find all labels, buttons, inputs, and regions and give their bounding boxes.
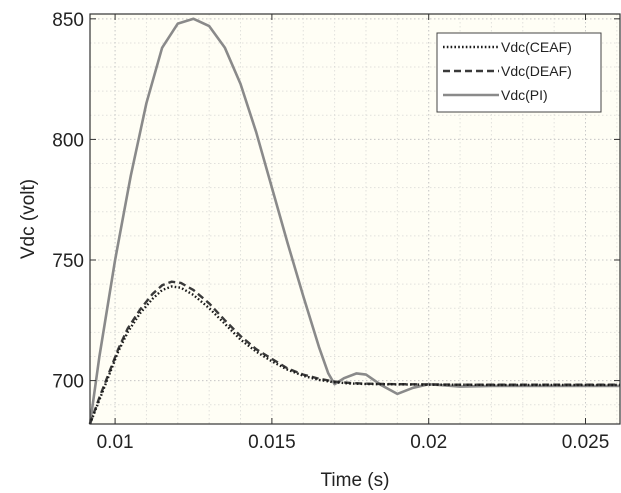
y-tick-label: 850 bbox=[52, 10, 84, 31]
legend-label: Vdc(DEAF) bbox=[501, 63, 572, 79]
legend-label: Vdc(CEAF) bbox=[501, 39, 572, 55]
y-axis-label: Vdc (volt) bbox=[18, 179, 39, 259]
x-tick-label: 0.015 bbox=[248, 432, 296, 453]
major-grid bbox=[90, 14, 620, 424]
plot-frame bbox=[89, 13, 621, 425]
legend-box bbox=[436, 32, 602, 113]
series-layer bbox=[88, 17, 620, 425]
legend-label: Vdc(PI) bbox=[501, 87, 548, 103]
series-line-vdc-ceaf bbox=[88, 285, 620, 425]
x-tick-label: 0.025 bbox=[562, 432, 610, 453]
legend: Vdc(CEAF) Vdc(DEAF) Vdc(PI) bbox=[436, 32, 602, 113]
y-tick-label: 750 bbox=[52, 251, 84, 272]
y-tick-label: 800 bbox=[52, 130, 84, 151]
y-tick-label: 700 bbox=[52, 372, 84, 393]
x-tick-labels: 0.01 0.015 0.02 0.025 bbox=[97, 432, 610, 453]
series-line-vdc-deaf bbox=[88, 280, 620, 425]
x-axis-label: Time (s) bbox=[321, 470, 390, 491]
y-tick-labels: 700 750 800 850 bbox=[52, 10, 84, 393]
x-tick-label: 0.01 bbox=[97, 432, 134, 453]
x-tick-label: 0.02 bbox=[410, 432, 447, 453]
axis-ticks bbox=[90, 14, 620, 424]
